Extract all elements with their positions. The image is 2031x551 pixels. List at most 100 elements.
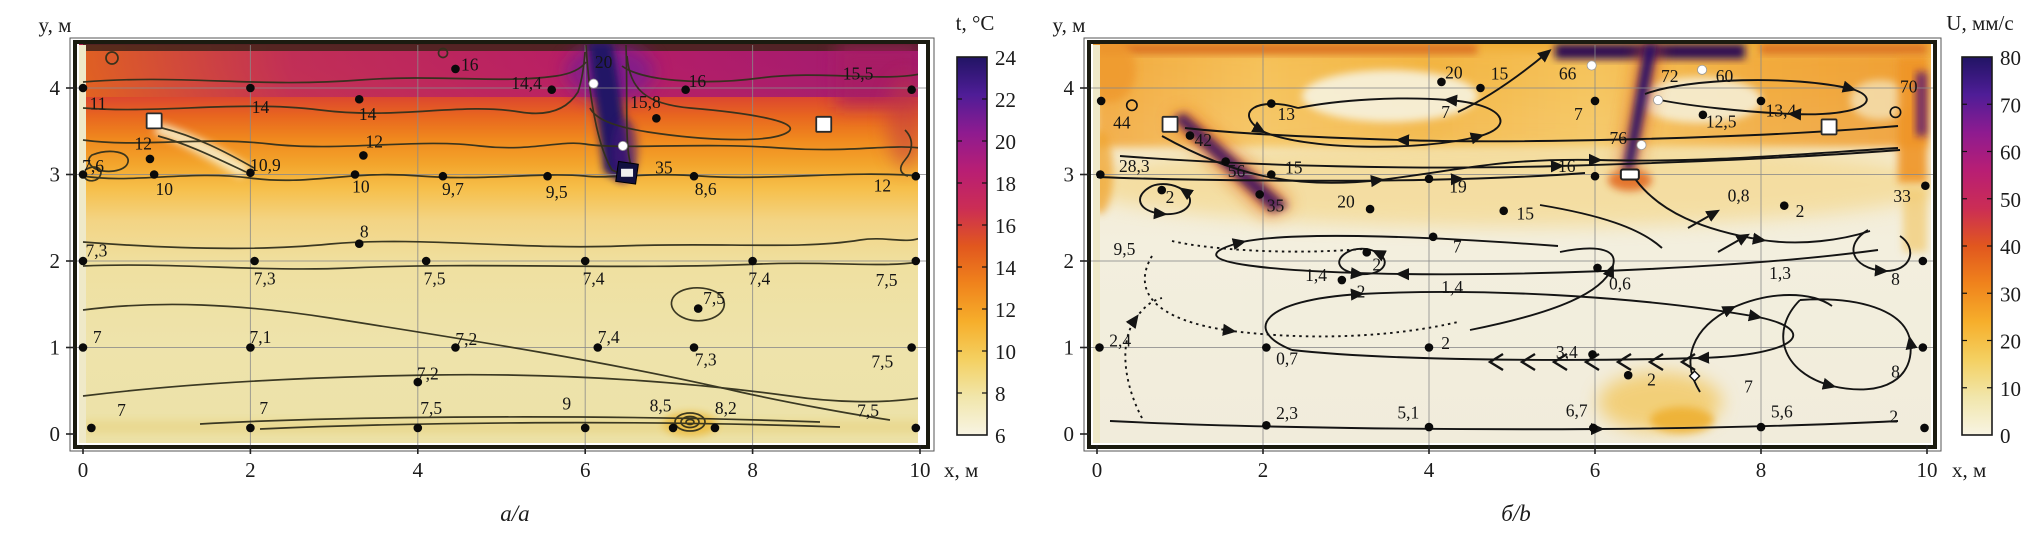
point-value-label: 7,2	[455, 329, 477, 349]
sensor-square-marker	[1161, 115, 1179, 133]
point-value-label: 7	[1453, 236, 1462, 256]
x-axis-tick-label: 2	[1258, 458, 1269, 482]
measurement-dot	[354, 239, 364, 248]
point-value-label: 5,6	[1771, 402, 1793, 422]
measurement-dot	[1918, 343, 1928, 352]
point-value-label: 2	[1889, 407, 1898, 427]
white-dot-marker	[617, 140, 628, 151]
point-value-label: 7,5	[420, 398, 442, 418]
point-value-label: 33	[1893, 186, 1911, 206]
y-axis-tick-label: 4	[50, 76, 61, 100]
y-axis-tick-label: 3	[1064, 163, 1075, 187]
measurement-dot	[149, 170, 159, 179]
point-value-label: 7,4	[598, 327, 620, 347]
point-value-label: 7,3	[254, 268, 276, 288]
measurement-dot	[710, 423, 720, 433]
y-axis-title: y, м	[1053, 13, 1086, 37]
measurement-dot	[421, 256, 431, 266]
point-value-label: 7,1	[250, 327, 272, 347]
point-value-label: 2	[1441, 333, 1450, 353]
measurement-dot	[413, 377, 423, 387]
heater-marker	[1619, 168, 1640, 181]
point-value-label: 8,6	[695, 179, 717, 199]
colorbar-tick-label: 6	[995, 424, 1006, 448]
panel-caption: б/b	[1501, 501, 1530, 526]
point-value-label: 20	[1337, 191, 1355, 211]
temperature-field-background	[79, 44, 918, 443]
white-dot-marker	[1697, 64, 1708, 75]
point-value-label: 60	[1716, 66, 1734, 86]
point-value-label: 7,3	[85, 241, 107, 261]
colorbar-tick-label: 80	[2000, 46, 2021, 70]
point-value-label: 15	[1517, 203, 1535, 223]
measurement-dot	[1499, 206, 1508, 216]
point-value-label: 2	[1372, 254, 1381, 274]
measurement-dot	[246, 168, 255, 178]
point-value-label: 16	[1558, 156, 1576, 176]
point-value-label: 15,5	[843, 63, 874, 83]
measurement-dot	[652, 113, 661, 123]
colorbar-tick-label: 18	[995, 172, 1016, 196]
measurement-dot	[1918, 256, 1928, 266]
x-axis-tick-label: 10	[910, 458, 931, 482]
measurement-dot	[1267, 99, 1276, 108]
measurement-dot	[1593, 263, 1602, 273]
point-value-label: 7,2	[417, 363, 439, 383]
x-axis-title: x, м	[1952, 458, 1986, 482]
sensor-square-marker	[145, 112, 163, 130]
colorbar-title: t, °C	[956, 11, 995, 35]
point-value-label: 0,8	[1728, 185, 1750, 205]
colorbar-tick-label: 30	[2000, 282, 2021, 306]
measurement-dot	[1590, 171, 1600, 181]
colorbar-ticks-a: 24 22 20 18 16 14 12 10 8 6 t, °C	[956, 11, 1017, 448]
point-value-label: 42	[1194, 130, 1212, 150]
measurement-dot	[145, 154, 155, 164]
measurement-dot	[593, 343, 603, 352]
measurement-dot	[911, 256, 921, 266]
y-axis-tick-label: 2	[1064, 249, 1075, 273]
point-value-label: 2	[1357, 281, 1366, 301]
point-value-label: 0,6	[1609, 273, 1631, 293]
point-value-label: 9	[562, 394, 571, 414]
streamlines-layer-b	[1096, 49, 1918, 436]
sensor-square-marker	[815, 115, 833, 133]
point-value-label: 7,5	[424, 268, 446, 288]
x-axis-tick-label: 0	[78, 458, 89, 482]
point-value-label: 12	[874, 176, 892, 196]
y-axis-tick-label: 0	[1064, 422, 1075, 446]
colorbar-tick-label: 20	[2000, 330, 2021, 354]
point-value-label: 12,5	[1706, 112, 1737, 132]
panel-caption: a/a	[500, 501, 529, 526]
open-circle-marker	[1125, 99, 1138, 112]
measurement-dot	[451, 343, 460, 352]
colorbar-title: U, мм/с	[1946, 11, 2013, 35]
point-value-label: 11	[90, 94, 107, 114]
measurement-dot	[250, 256, 259, 266]
point-value-label: 8	[1891, 269, 1900, 289]
colorbar-tick-label: 10	[2000, 377, 2021, 401]
measurement-dot	[246, 423, 255, 433]
point-value-label: 7	[117, 400, 126, 420]
colorbar-tick-label: 40	[2000, 235, 2021, 259]
point-value-label: 8	[1891, 362, 1900, 382]
measurement-dot	[87, 423, 96, 433]
measurement-dot	[246, 83, 255, 93]
measurement-dot	[911, 423, 921, 433]
point-value-label: 1,4	[1305, 265, 1327, 285]
measurement-dot	[1365, 204, 1375, 214]
measurement-dot	[1424, 174, 1434, 184]
x-axis-tick-label: 0	[1092, 458, 1103, 482]
measurement-dot	[1920, 423, 1929, 433]
measurement-dot	[1476, 83, 1485, 93]
point-value-label: 7,3	[695, 350, 717, 370]
value-labels-layer-a: 11 14 14 16 14,4 20 15,8 16 15,5 12 7,6 10 10,9 12 10 9…	[82, 52, 898, 421]
point-value-label: 2	[1647, 370, 1656, 390]
white-dot-marker	[1586, 60, 1597, 71]
point-value-label: 20	[595, 52, 613, 72]
colorbar-tick-label: 50	[2000, 188, 2021, 212]
colorbar-tick-label: 12	[995, 298, 1016, 322]
measurement-dot	[1262, 343, 1271, 352]
